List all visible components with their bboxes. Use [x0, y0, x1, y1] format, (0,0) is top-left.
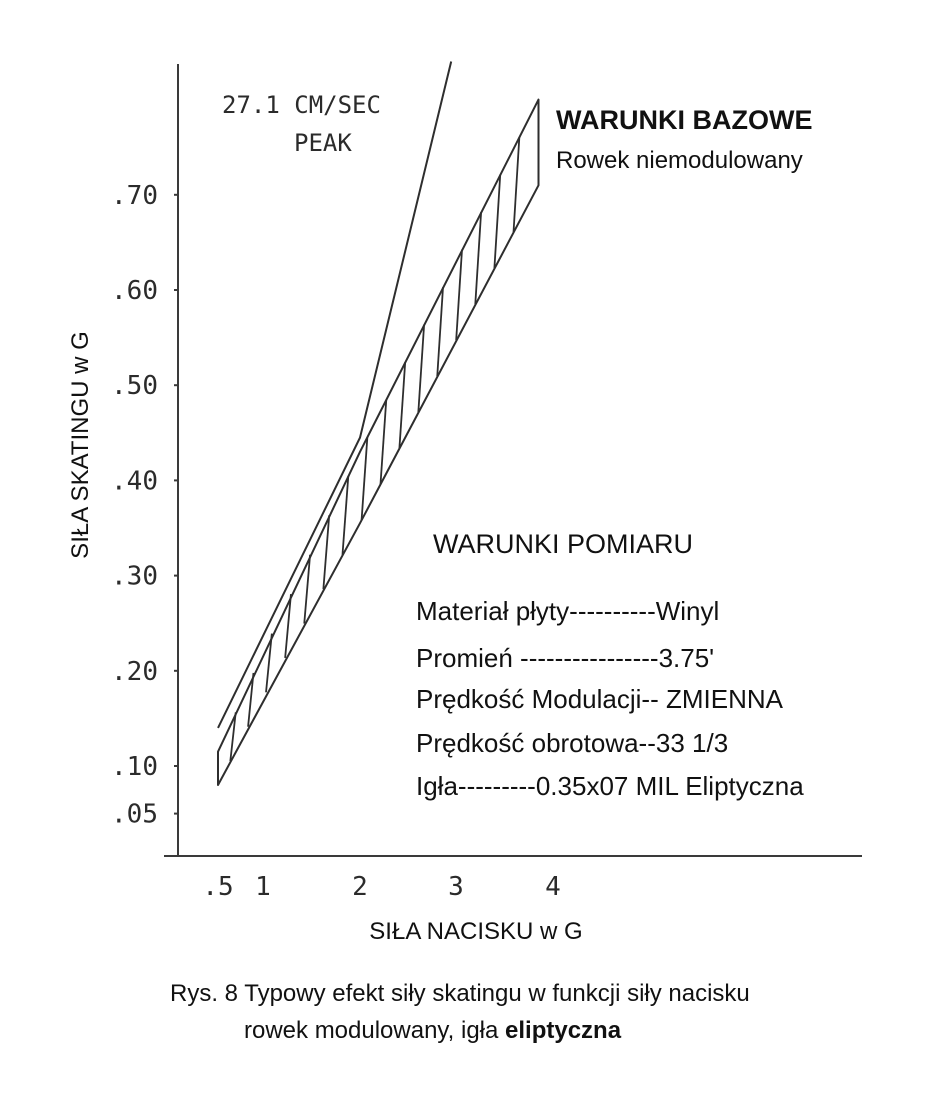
- band-hatch: [512, 137, 521, 233]
- band-hatch: [284, 594, 292, 659]
- y-tick-label: .20: [111, 657, 158, 687]
- band-outline: [217, 98, 540, 786]
- band-hatch: [265, 633, 273, 693]
- y-axis-title: SIŁA SKATINGU w G: [67, 331, 94, 559]
- band-hatch: [455, 249, 463, 341]
- caption-line1: Rys. 8 Typowy efekt siły skatingu w funk…: [170, 980, 750, 1007]
- y-tick-label: .50: [111, 371, 158, 401]
- x-tick-label: 4: [545, 872, 561, 902]
- y-tick-label: .70: [111, 181, 158, 211]
- band-hatch: [436, 287, 444, 377]
- peak-annotation-line2: PEAK: [294, 129, 352, 157]
- caption-line2-bold: eliptyczna: [505, 1017, 622, 1044]
- band-hatch: [360, 437, 369, 521]
- peak-annotation-line1: 27.1 CM/SEC: [222, 91, 381, 119]
- band-hatch: [229, 712, 237, 762]
- chart-title: WARUNKI BAZOWE: [556, 105, 812, 135]
- band-hatch: [379, 399, 388, 485]
- chart-subtitle: Rowek niemodulowany: [556, 147, 803, 174]
- condition-row: Promień ----------------3.75': [416, 643, 714, 673]
- band-hatch: [474, 212, 483, 305]
- axes: [164, 64, 862, 857]
- condition-row: Igła---------0.35x07 MIL Eliptyczna: [416, 771, 804, 801]
- caption-line2: rowek modulowany, igła eliptyczna: [244, 1017, 622, 1044]
- y-tick-label: .60: [111, 276, 158, 306]
- y-tick-label: .10: [111, 752, 158, 782]
- condition-row: Prędkość obrotowa--33 1/3: [416, 728, 728, 758]
- conditions-title: WARUNKI POMIARU: [433, 529, 693, 559]
- x-axis-title: SIŁA NACISKU w G: [369, 918, 582, 945]
- peak-line: [217, 61, 453, 729]
- y-tick-labels: .05 .10 .20 .30 .40 .50 .60 .70: [111, 181, 179, 830]
- hatched-band: [217, 98, 540, 786]
- x-tick-label: 2: [352, 872, 368, 902]
- peak-series-line: [217, 61, 453, 729]
- x-tick-label: 3: [448, 872, 464, 902]
- band-hatch: [398, 362, 407, 449]
- band-hatch: [247, 672, 255, 727]
- band-hatch: [303, 554, 311, 624]
- x-tick-label: .5: [202, 872, 233, 902]
- caption-line2-text: rowek modulowany, igła: [244, 1017, 505, 1044]
- y-tick-label: .40: [111, 466, 158, 496]
- band-hatch: [341, 475, 350, 555]
- condition-row: Materiał płyty----------Winyl: [416, 596, 719, 626]
- condition-row: Prędkość Modulacji-- ZMIENNA: [416, 684, 784, 714]
- band-hatch: [493, 174, 502, 269]
- y-tick-label: .30: [111, 562, 158, 592]
- band-hatch: [322, 515, 331, 590]
- x-tick-label: 1: [255, 872, 271, 902]
- band-hatch: [417, 324, 425, 413]
- x-tick-labels: .5 1 2 3 4: [202, 872, 560, 902]
- y-tick-label: .05: [111, 800, 158, 830]
